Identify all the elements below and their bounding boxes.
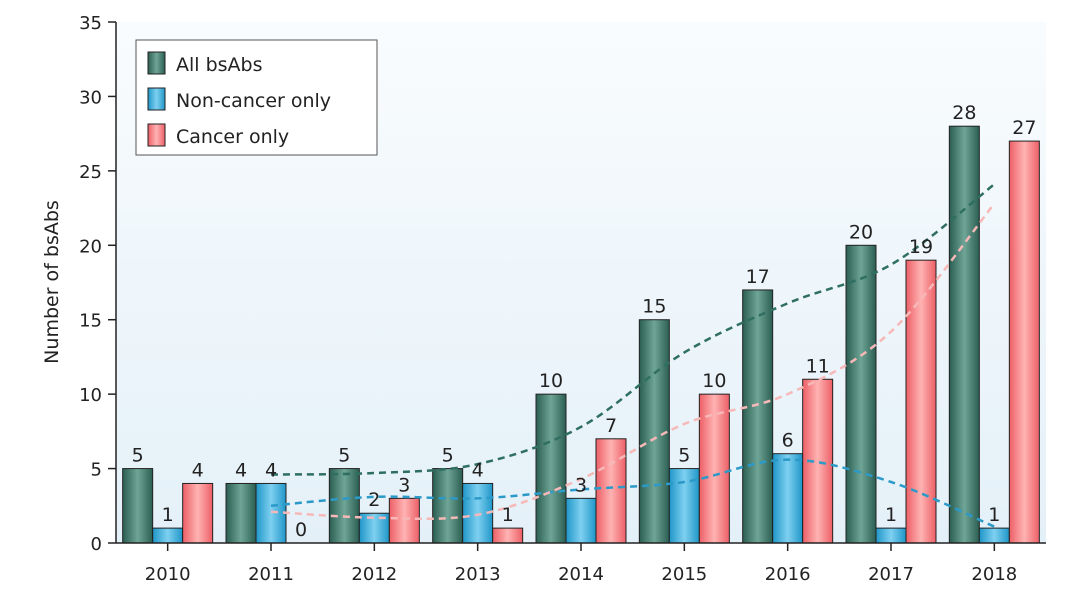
data-label-non-cancer-only-2011: 4 xyxy=(265,459,277,481)
data-label-all-bsabs-2014: 10 xyxy=(539,370,563,392)
y-tick-label-5: 5 xyxy=(91,460,102,481)
legend-swatch-non-cancer-only xyxy=(147,87,166,111)
y-axis-label: Number of bsAbs xyxy=(41,200,63,364)
bar-non-cancer-only-2010 xyxy=(152,527,184,544)
data-label-all-bsabs-2011: 4 xyxy=(235,459,247,481)
bar-cancer-only-2012 xyxy=(388,497,420,544)
bar-cancer-only-2018 xyxy=(1008,140,1040,544)
x-tick-label-2017: 2017 xyxy=(868,564,914,585)
x-tick-label-2010: 2010 xyxy=(145,564,191,585)
bar-all-bsabs-2010 xyxy=(122,468,154,544)
data-label-all-bsabs-2017: 20 xyxy=(849,221,873,243)
y-tick-label-20: 20 xyxy=(79,236,102,257)
bar-cancer-only-2010 xyxy=(182,482,214,544)
y-tick-label-15: 15 xyxy=(79,311,102,332)
data-label-non-cancer-only-2018: 1 xyxy=(988,504,1000,526)
legend-label-all-bsabs: All bsAbs xyxy=(176,54,263,76)
data-label-all-bsabs-2013: 5 xyxy=(442,445,454,467)
y-tick-label-0: 0 xyxy=(91,534,102,555)
bar-non-cancer-only-2017 xyxy=(875,527,907,544)
data-label-cancer-only-2018: 27 xyxy=(1012,117,1036,139)
data-label-cancer-only-2012: 3 xyxy=(398,474,410,496)
bar-all-bsabs-2018 xyxy=(948,125,980,544)
data-label-non-cancer-only-2016: 6 xyxy=(782,430,794,452)
bar-non-cancer-only-2016 xyxy=(772,453,804,544)
bar-all-bsabs-2011 xyxy=(225,482,257,544)
bar-cancer-only-2013 xyxy=(492,527,524,544)
bar-all-bsabs-2015 xyxy=(638,319,670,544)
bar-all-bsabs-2013 xyxy=(432,468,464,544)
data-label-non-cancer-only-2014: 3 xyxy=(575,474,587,496)
data-label-all-bsabs-2012: 5 xyxy=(338,445,350,467)
x-tick-label-2015: 2015 xyxy=(661,564,707,585)
x-tick-label-2014: 2014 xyxy=(558,564,604,585)
bar-non-cancer-only-2018 xyxy=(978,527,1010,544)
bar-all-bsabs-2014 xyxy=(535,393,567,544)
data-label-all-bsabs-2018: 28 xyxy=(952,102,976,124)
x-tick-label-2011: 2011 xyxy=(248,564,294,585)
y-tick-label-35: 35 xyxy=(79,13,102,34)
data-label-non-cancer-only-2015: 5 xyxy=(678,445,690,467)
legend: All bsAbs Non-cancer only Cancer only xyxy=(135,39,378,156)
x-tick-label-2013: 2013 xyxy=(455,564,501,585)
legend-label-non-cancer-only: Non-cancer only xyxy=(176,90,331,112)
data-label-all-bsabs-2015: 15 xyxy=(642,296,666,318)
data-label-non-cancer-only-2010: 1 xyxy=(162,504,174,526)
bar-all-bsabs-2016 xyxy=(742,289,774,544)
data-label-cancer-only-2016: 11 xyxy=(806,355,830,377)
y-tick-label-25: 25 xyxy=(79,162,102,183)
data-label-non-cancer-only-2012: 2 xyxy=(368,489,380,511)
bar-non-cancer-only-2014 xyxy=(565,497,597,544)
bar-cancer-only-2017 xyxy=(905,259,937,544)
bar-all-bsabs-2012 xyxy=(328,468,360,544)
data-label-cancer-only-2011: 0 xyxy=(295,519,307,541)
data-label-non-cancer-only-2017: 1 xyxy=(885,504,897,526)
x-tick-label-2016: 2016 xyxy=(765,564,811,585)
data-label-cancer-only-2013: 1 xyxy=(502,504,514,526)
legend-box xyxy=(135,39,378,156)
data-label-cancer-only-2017: 19 xyxy=(909,236,933,258)
x-tick-label-2018: 2018 xyxy=(971,564,1017,585)
bar-non-cancer-only-2011 xyxy=(255,482,287,544)
y-tick-label-10: 10 xyxy=(79,385,102,406)
trendline-non-cancer-only xyxy=(270,458,995,528)
y-tick-label-30: 30 xyxy=(79,87,102,108)
data-label-all-bsabs-2010: 5 xyxy=(132,445,144,467)
trendline-all-bsabs xyxy=(270,183,996,476)
data-label-cancer-only-2015: 10 xyxy=(702,370,726,392)
data-label-all-bsabs-2016: 17 xyxy=(746,266,770,288)
bar-cancer-only-2014 xyxy=(595,438,627,544)
x-tick-label-2012: 2012 xyxy=(351,564,397,585)
trendline-cancer-only xyxy=(270,202,996,521)
data-label-non-cancer-only-2013: 4 xyxy=(472,459,484,481)
legend-swatch-all-bsabs xyxy=(147,51,166,75)
data-label-cancer-only-2010: 4 xyxy=(192,459,204,481)
bar-cancer-only-2015 xyxy=(698,393,730,544)
data-label-cancer-only-2014: 7 xyxy=(605,415,617,437)
bar-all-bsabs-2017 xyxy=(845,244,877,544)
legend-label-cancer-only: Cancer only xyxy=(176,126,289,148)
legend-swatch-cancer-only xyxy=(147,123,166,147)
